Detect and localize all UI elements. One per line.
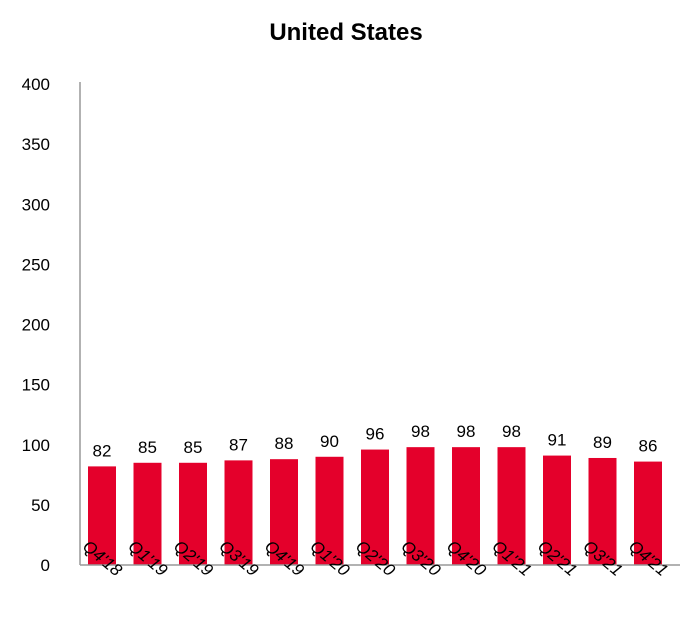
bar (361, 449, 389, 565)
y-tick-label: 300 (22, 195, 50, 214)
data-label: 90 (320, 432, 339, 451)
data-label: 91 (548, 431, 567, 450)
data-label: 87 (229, 435, 248, 454)
bar (88, 466, 116, 565)
bar (588, 457, 617, 565)
data-labels: 82 85 85 87 88 90 96 98 98 98 91 89 86 (93, 422, 658, 460)
y-tick-label: 50 (31, 496, 50, 515)
data-label: 86 (639, 437, 658, 456)
bar (270, 459, 298, 565)
data-label: 88 (275, 434, 294, 453)
y-tick-label: 400 (22, 75, 50, 94)
y-tick-label: 250 (22, 255, 50, 274)
y-tick-label: 200 (22, 316, 50, 335)
bar (497, 447, 526, 565)
bar (543, 455, 571, 565)
bar (406, 447, 435, 565)
y-tick-label: 100 (22, 436, 50, 455)
data-label: 98 (457, 422, 476, 441)
data-label: 89 (593, 433, 612, 452)
data-label: 98 (502, 422, 521, 441)
bar (179, 462, 207, 565)
data-label: 96 (366, 425, 385, 444)
y-tick-label: 350 (22, 135, 50, 154)
bar (634, 461, 662, 565)
chart-title: United States (269, 19, 422, 46)
y-tick-label: 0 (41, 556, 50, 575)
bar (133, 462, 162, 565)
bar (452, 447, 480, 565)
bar-series (88, 447, 662, 565)
data-label: 85 (138, 438, 157, 457)
bar (224, 460, 253, 565)
bar (315, 456, 344, 565)
y-axis: 0 50 100 150 200 250 300 350 400 (22, 75, 81, 575)
data-label: 85 (184, 438, 203, 457)
y-tick-label: 150 (22, 376, 50, 395)
data-label: 82 (93, 441, 112, 460)
data-label: 98 (411, 422, 430, 441)
